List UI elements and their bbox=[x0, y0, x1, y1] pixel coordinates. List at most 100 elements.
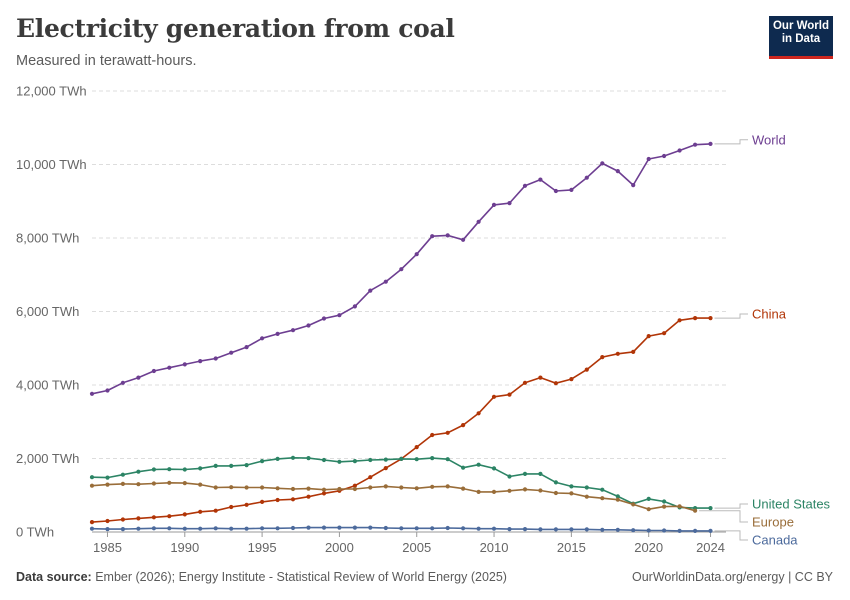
data-point-world bbox=[631, 183, 636, 188]
data-point-world bbox=[538, 177, 543, 182]
data-point-china bbox=[198, 509, 203, 514]
data-point-europe bbox=[507, 488, 512, 493]
x-tick-label: 2015 bbox=[557, 540, 586, 555]
data-point-china bbox=[229, 504, 234, 510]
data-point-united-states bbox=[120, 472, 125, 477]
data-point-canada bbox=[445, 525, 450, 531]
data-point-world bbox=[167, 365, 172, 370]
data-source-label: Data source: bbox=[16, 570, 92, 584]
chart-subtitle: Measured in terawatt-hours. bbox=[16, 53, 197, 69]
data-point-united-states bbox=[507, 474, 512, 479]
data-point-china bbox=[600, 355, 605, 360]
data-point-canada bbox=[430, 526, 435, 531]
data-point-united-states bbox=[105, 475, 110, 480]
x-tick-label: 1995 bbox=[248, 540, 277, 555]
x-tick-label: 2000 bbox=[325, 540, 354, 555]
data-point-china bbox=[368, 475, 373, 480]
data-point-china bbox=[491, 394, 497, 399]
data-point-canada bbox=[662, 528, 667, 533]
data-point-united-states bbox=[522, 471, 528, 476]
data-point-world bbox=[105, 388, 110, 393]
data-point-canada bbox=[383, 525, 388, 531]
data-point-world bbox=[522, 183, 528, 188]
data-point-world bbox=[507, 201, 512, 206]
y-tick-label: 2,000 TWh bbox=[16, 451, 79, 466]
data-point-world bbox=[352, 304, 357, 309]
data-point-united-states bbox=[321, 457, 327, 463]
data-point-canada bbox=[182, 526, 187, 531]
data-point-canada bbox=[321, 525, 327, 530]
data-point-united-states bbox=[182, 467, 187, 472]
data-point-world bbox=[337, 313, 342, 318]
data-point-europe bbox=[445, 484, 450, 489]
data-point-world bbox=[553, 188, 559, 194]
data-point-united-states bbox=[229, 463, 234, 468]
x-tick-label: 1985 bbox=[93, 540, 122, 555]
owid-logo[interactable]: Our World in Data bbox=[769, 16, 833, 59]
data-point-canada bbox=[646, 528, 651, 533]
data-point-china bbox=[569, 377, 574, 382]
data-point-united-states bbox=[136, 469, 141, 474]
footer-url[interactable]: OurWorldinData.org/energy | CC BY bbox=[631, 570, 833, 584]
data-point-canada bbox=[89, 526, 95, 531]
data-point-world bbox=[414, 252, 419, 257]
data-point-canada bbox=[198, 526, 203, 531]
data-point-canada bbox=[352, 525, 357, 530]
data-point-world bbox=[615, 169, 620, 174]
data-point-united-states bbox=[89, 475, 95, 480]
legend-connector-china bbox=[714, 313, 748, 319]
data-point-world bbox=[491, 202, 497, 207]
data-point-canada bbox=[337, 525, 342, 530]
data-point-canada bbox=[693, 528, 698, 534]
data-point-world bbox=[229, 350, 234, 355]
data-point-china bbox=[615, 351, 620, 356]
data-point-world bbox=[368, 288, 373, 293]
data-point-europe bbox=[275, 486, 280, 491]
data-point-europe bbox=[120, 481, 125, 486]
data-point-united-states bbox=[553, 480, 559, 485]
data-point-china bbox=[383, 466, 388, 471]
data-point-europe bbox=[213, 485, 218, 490]
data-point-united-states bbox=[399, 456, 404, 461]
data-point-china bbox=[105, 518, 110, 524]
data-point-canada bbox=[213, 526, 218, 531]
data-point-canada bbox=[538, 527, 543, 532]
data-point-europe bbox=[693, 508, 698, 513]
data-point-canada bbox=[461, 526, 466, 531]
data-point-europe bbox=[646, 507, 651, 512]
data-point-china bbox=[182, 512, 187, 517]
data-point-china bbox=[260, 499, 265, 504]
data-point-world bbox=[198, 359, 203, 364]
logo-line-1: Our World bbox=[772, 20, 829, 32]
data-point-world bbox=[136, 375, 141, 380]
data-point-united-states bbox=[646, 496, 651, 501]
data-point-united-states bbox=[584, 485, 589, 490]
data-point-united-states bbox=[290, 455, 296, 460]
data-point-world bbox=[120, 380, 125, 385]
data-point-united-states bbox=[260, 459, 265, 464]
logo-line-2: in Data bbox=[781, 33, 821, 45]
data-point-world bbox=[151, 368, 156, 374]
data-point-canada bbox=[368, 525, 373, 530]
legend-connector-europe bbox=[699, 510, 748, 523]
data-point-europe bbox=[631, 502, 636, 507]
data-point-united-states bbox=[708, 506, 713, 511]
data-point-china bbox=[507, 392, 512, 397]
legend-connector-world bbox=[714, 139, 748, 145]
legend-label-europe: Europe bbox=[752, 515, 794, 530]
data-point-canada bbox=[120, 527, 125, 532]
data-point-world bbox=[646, 156, 651, 162]
data-point-china bbox=[646, 334, 651, 339]
data-point-china bbox=[584, 367, 589, 372]
x-tick-label: 2010 bbox=[480, 540, 509, 555]
data-point-canada bbox=[553, 527, 559, 532]
data-point-united-states bbox=[151, 467, 156, 472]
data-point-europe bbox=[306, 486, 311, 491]
data-point-europe bbox=[584, 494, 589, 499]
data-point-europe bbox=[368, 485, 373, 490]
data-point-canada bbox=[136, 526, 141, 531]
data-point-world bbox=[306, 323, 311, 328]
data-point-europe bbox=[229, 485, 234, 490]
data-point-world bbox=[461, 237, 466, 242]
data-point-united-states bbox=[538, 471, 543, 476]
